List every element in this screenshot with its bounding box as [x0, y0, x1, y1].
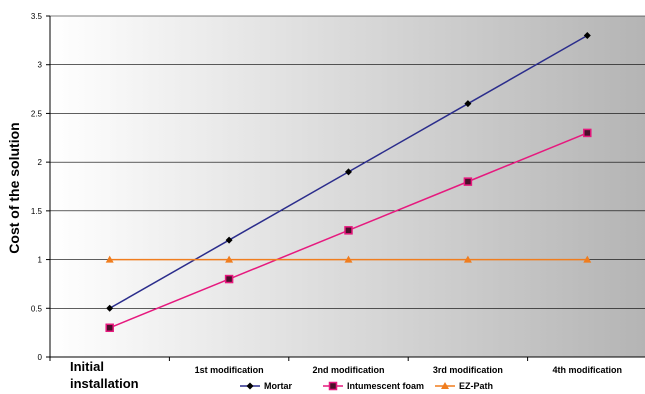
plot-area: [50, 16, 645, 357]
diamond-marker: [246, 382, 254, 390]
diamond-marker: [106, 304, 114, 312]
x-category-label: Initial installation: [70, 359, 139, 391]
y-axis-label: Cost of the solution: [6, 122, 22, 253]
y-tick-label: 3.5: [31, 12, 43, 21]
x-category-label: 4th modification: [553, 365, 623, 375]
y-tick-label: 0: [38, 353, 43, 362]
y-tick-label: 1: [38, 256, 43, 265]
diamond-marker: [583, 31, 591, 39]
square-marker: [583, 128, 592, 138]
square-marker: [463, 177, 473, 186]
square-marker: [224, 274, 234, 284]
square-marker: [328, 381, 338, 391]
diamond-marker: [464, 100, 472, 108]
x-category-label: 2nd modification: [313, 365, 385, 375]
legend-label: Mortar: [264, 381, 292, 391]
legend-label: Intumescent foam: [347, 381, 424, 391]
triangle-marker: [583, 255, 592, 263]
y-tick-label: 2.5: [31, 109, 43, 118]
x-tick-marks: [49, 357, 529, 361]
triangle-marker: [105, 255, 114, 263]
x-category-label: 1st modification: [195, 365, 264, 375]
triangle-marker: [225, 255, 234, 263]
legend-label: EZ-Path: [459, 381, 493, 391]
square-marker: [344, 226, 353, 235]
diamond-marker: [345, 168, 352, 176]
gridlines: [46, 15, 645, 358]
series-group: [105, 31, 592, 333]
square-marker: [105, 323, 114, 333]
x-category-label: 3rd modification: [433, 365, 503, 375]
triangle-marker: [441, 382, 449, 389]
legend: Mortar Intumescent foam EZ-Path: [240, 381, 493, 391]
y-tick-label: 0.5: [31, 304, 43, 313]
diamond-marker: [225, 236, 233, 244]
x-category-labels: Initial installation 1st modification 2nd m…: [70, 359, 622, 391]
y-tick-label: 2: [38, 158, 43, 167]
y-tick-label: 3: [38, 61, 43, 70]
triangle-marker: [344, 255, 353, 263]
y-tick-labels: 0 0.5 1 1.5 2 2.5 3 3.5: [31, 12, 43, 362]
y-tick-label: 1.5: [31, 207, 43, 216]
triangle-marker: [463, 255, 472, 263]
